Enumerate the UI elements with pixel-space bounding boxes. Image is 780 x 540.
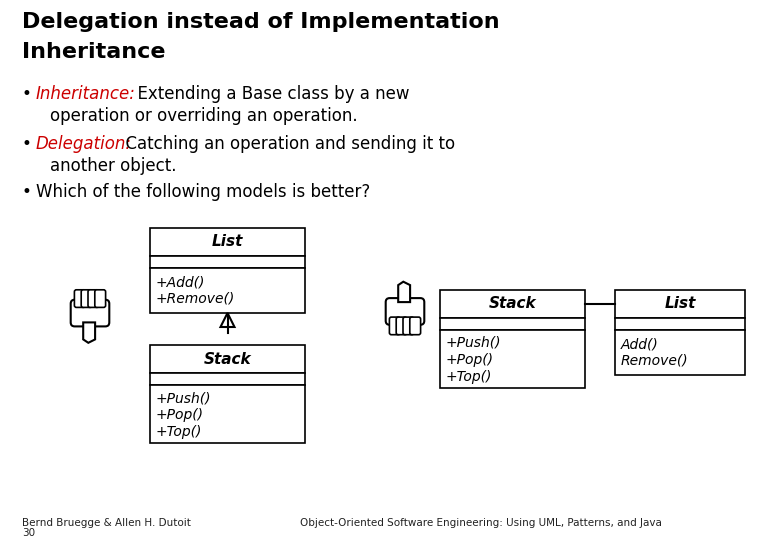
- Bar: [440, 330, 585, 388]
- Polygon shape: [399, 282, 410, 302]
- Bar: [150, 345, 305, 373]
- Text: +Push(): +Push(): [446, 336, 502, 350]
- Text: •: •: [22, 135, 32, 153]
- Text: +Remove(): +Remove(): [156, 292, 236, 306]
- Text: Inheritance:: Inheritance:: [36, 85, 136, 103]
- Text: +Pop(): +Pop(): [156, 408, 204, 422]
- Bar: [150, 373, 305, 385]
- Text: Extending a Base class by a new: Extending a Base class by a new: [127, 85, 410, 103]
- Text: •: •: [22, 183, 32, 201]
- Text: +Pop(): +Pop(): [446, 353, 494, 367]
- FancyBboxPatch shape: [403, 317, 414, 335]
- FancyBboxPatch shape: [385, 298, 424, 325]
- Bar: [150, 228, 305, 256]
- Polygon shape: [83, 322, 95, 343]
- FancyBboxPatch shape: [95, 290, 105, 307]
- Text: +Push(): +Push(): [156, 391, 211, 405]
- Bar: [615, 330, 745, 375]
- FancyBboxPatch shape: [81, 290, 92, 307]
- Text: •: •: [22, 85, 32, 103]
- FancyBboxPatch shape: [74, 290, 85, 307]
- Text: Add(): Add(): [621, 337, 659, 351]
- Text: Catching an operation and sending it to: Catching an operation and sending it to: [115, 135, 455, 153]
- Text: Remove(): Remove(): [621, 354, 689, 368]
- Bar: [440, 290, 585, 318]
- Text: Stack: Stack: [489, 296, 537, 312]
- Text: Stack: Stack: [204, 352, 251, 367]
- Bar: [615, 318, 745, 330]
- Text: Bernd Bruegge & Allen H. Dutoit: Bernd Bruegge & Allen H. Dutoit: [22, 518, 191, 528]
- Text: Delegation:: Delegation:: [36, 135, 132, 153]
- Bar: [615, 290, 745, 318]
- Text: Inheritance: Inheritance: [22, 42, 165, 62]
- Text: Delegation instead of Implementation: Delegation instead of Implementation: [22, 12, 500, 32]
- FancyBboxPatch shape: [88, 290, 99, 307]
- Polygon shape: [221, 313, 235, 327]
- Text: 30: 30: [22, 528, 35, 538]
- Bar: [150, 385, 305, 443]
- FancyBboxPatch shape: [410, 317, 420, 335]
- Bar: [440, 318, 585, 330]
- Text: +Add(): +Add(): [156, 275, 205, 289]
- Bar: [150, 256, 305, 268]
- Text: Object-Oriented Software Engineering: Using UML, Patterns, and Java: Object-Oriented Software Engineering: Us…: [300, 518, 662, 528]
- Text: +Top(): +Top(): [156, 425, 202, 439]
- Text: +Top(): +Top(): [446, 370, 492, 384]
- FancyBboxPatch shape: [396, 317, 407, 335]
- FancyBboxPatch shape: [71, 300, 109, 326]
- Text: List: List: [665, 296, 696, 312]
- Text: List: List: [212, 234, 243, 249]
- Text: another object.: another object.: [50, 157, 176, 175]
- Text: operation or overriding an operation.: operation or overriding an operation.: [50, 107, 357, 125]
- Text: Which of the following models is better?: Which of the following models is better?: [36, 183, 370, 201]
- FancyBboxPatch shape: [389, 317, 400, 335]
- Bar: [150, 268, 305, 313]
